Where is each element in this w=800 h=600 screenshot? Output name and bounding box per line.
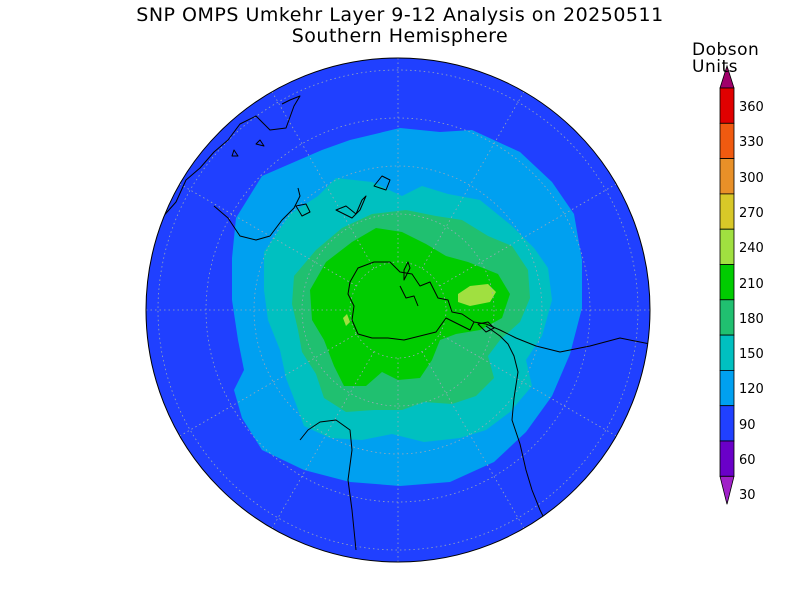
colorbar-tick-label: 300: [739, 170, 764, 186]
colorbar-segment: [719, 299, 735, 336]
colorbar-segment: [719, 264, 735, 301]
globe-outline: [145, 57, 651, 563]
africa-coastline: [299, 419, 357, 551]
colorbar-units-line2: Units: [692, 57, 738, 77]
colorbar-tick-label: 120: [739, 382, 764, 398]
colorbar-segment: [719, 228, 735, 265]
colorbar-tick-label: 30: [739, 488, 756, 504]
colorbar-segment: [719, 405, 735, 442]
colorbar-tick-label: 60: [739, 453, 756, 468]
colorbar-segment: [719, 87, 735, 124]
ozone-band-210-240: [458, 284, 496, 306]
antarctica-coastline: [347, 261, 475, 341]
colorbar-segment: [719, 122, 735, 160]
tierra-del-fuego: [477, 321, 495, 333]
south-america-west-coast: [485, 325, 551, 531]
colorbar-segment: [719, 158, 735, 195]
colorbar-bottom-arrow: [719, 475, 735, 505]
colorbar-tick-label: 150: [739, 347, 764, 363]
new-zealand-north: [373, 175, 391, 191]
ozone-band-210-240-small: [343, 314, 350, 326]
colorbar-tick-label: 240: [739, 241, 764, 257]
colorbar: [719, 64, 735, 505]
colorbar-tick-label: 90: [739, 417, 756, 433]
australia-south-coast: [213, 187, 301, 241]
antarctic-peninsula: [403, 261, 411, 281]
ross-ice-edge: [399, 285, 419, 307]
island-small-2: [231, 149, 239, 157]
colorbar-tick-label: 360: [739, 100, 764, 115]
colorbar-tick-label: 330: [739, 135, 764, 151]
colorbar-tick-label: 270: [739, 205, 764, 221]
map-title: SNP OMPS Umkehr Layer 9-12 Analysis on 2…: [136, 4, 664, 26]
colorbar-segment: [719, 334, 735, 371]
island-small-1: [255, 139, 265, 147]
graticule: [146, 58, 650, 562]
colorbar-segment: [719, 440, 735, 477]
australia-coastline: [149, 95, 301, 241]
colorbar-segment: [719, 369, 735, 407]
colorbar-segment: [719, 193, 735, 230]
map-subtitle: Southern Hemisphere: [291, 25, 509, 47]
coastlines: [149, 95, 650, 551]
tasmania: [295, 203, 311, 217]
colorbar-units-line1: Dobson: [692, 40, 760, 60]
colorbar-tick-label: 210: [739, 276, 764, 292]
new-zealand-south: [335, 195, 367, 219]
colorbar-tick-label: 180: [739, 311, 764, 327]
